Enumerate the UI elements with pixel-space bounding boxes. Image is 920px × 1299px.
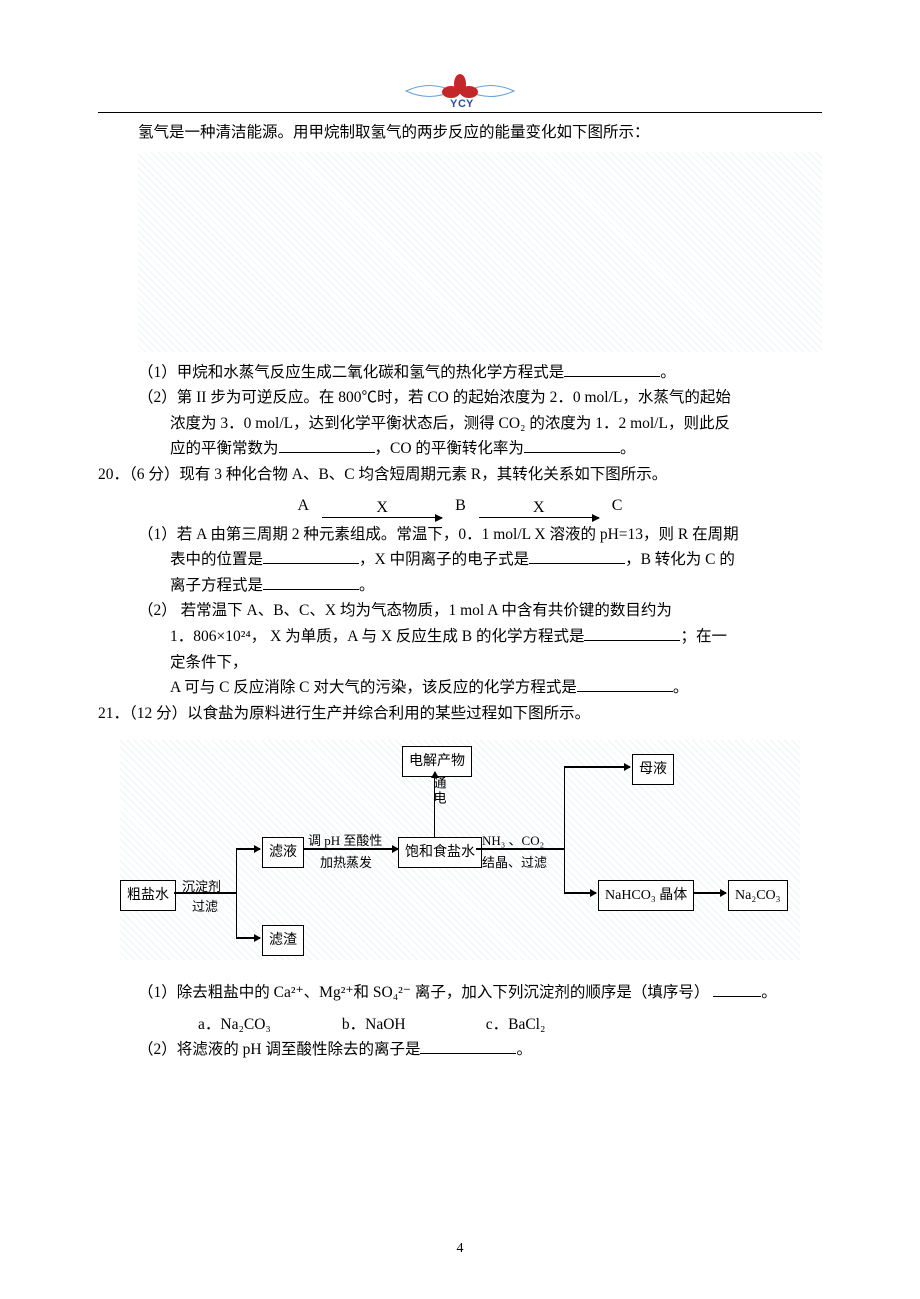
q1-2c-pre: 应的平衡常数为 (170, 440, 279, 457)
arrow-split-vert (236, 848, 237, 938)
arrow-vert-split (564, 766, 565, 894)
period: 。 (761, 984, 777, 1001)
node-b: B (447, 493, 474, 519)
arrow-brine-electro (434, 772, 435, 837)
svg-text:Y: Y (466, 98, 474, 110)
arrow-line (479, 517, 599, 518)
q20-1c-pre: 离子方程式是 (170, 577, 263, 594)
label-precip: 沉淀剂 (182, 876, 221, 897)
opt-c: c．BaCl₂ (486, 1012, 626, 1038)
box-na2co3: Na₂CO₃ (728, 880, 788, 911)
period: 。 (516, 1041, 532, 1058)
page-content: 氢气是一种清洁能源。用甲烷制取氢气的两步反应的能量变化如下图所示： （1）甲烷和… (98, 120, 822, 1063)
q20-2b-end: ；在一 (680, 628, 727, 645)
node-a: A (290, 493, 318, 519)
label-heat: 加热蒸发 (320, 852, 372, 873)
period: 。 (620, 440, 636, 457)
q21-1: （1）除去粗盐中的 Ca²⁺、Mg²⁺和 SO₄²⁻ 离子，加入下列沉淀剂的顺序… (98, 980, 822, 1006)
intro-line: 氢气是一种清洁能源。用甲烷制取氢气的两步反应的能量变化如下图所示： (98, 120, 822, 146)
arrow-to-filtrate (236, 848, 260, 849)
opt-a: a．Na₂CO₃ (198, 1012, 338, 1038)
arrow-to-nahco3 (564, 892, 596, 893)
period: 。 (660, 364, 676, 381)
blank (584, 626, 680, 642)
q20-1b-mid: ，X 中阴离子的电子式是 (359, 551, 529, 568)
page-number: 4 (0, 1241, 920, 1257)
q1-part1: （1）甲烷和水蒸气反应生成二氧化碳和氢气的热化学方程式是 。 (98, 360, 822, 386)
arrow-line (322, 517, 442, 518)
label-cryst: 结晶、过滤 (482, 852, 547, 873)
q20-2b-pre: 1．806×10²⁴， X 为单质，A 与 X 反应生成 B 的化学方程式是 (170, 628, 584, 645)
q1-2c-mid: ，CO 的平衡转化率为 (375, 440, 524, 457)
period: 。 (673, 679, 689, 696)
arrow-to-residue (236, 937, 260, 938)
energy-diagram-placeholder (138, 152, 822, 352)
arrow-filtrate-brine (304, 848, 398, 849)
blank (524, 438, 620, 454)
box-crude: 粗盐水 (120, 880, 176, 911)
blank (263, 574, 359, 590)
box-filtrate: 滤液 (262, 837, 304, 868)
period: 。 (359, 577, 375, 594)
q1-2a: （2）第 II 步为可逆反应。在 800℃时，若 CO 的起始浓度为 2．0 m… (98, 385, 822, 411)
blank (279, 438, 375, 454)
opt-b: b．NaOH (342, 1012, 482, 1038)
blank (713, 982, 761, 998)
svg-text:C: C (458, 98, 466, 110)
label-filter: 过滤 (192, 896, 218, 917)
q20-2b: 1．806×10²⁴， X 为单质，A 与 X 反应生成 B 的化学方程式是 ；在… (98, 624, 822, 650)
blank (577, 677, 673, 693)
box-brine: 饱和食盐水 (398, 837, 482, 868)
q20-1b-pre: 表中的位置是 (170, 551, 263, 568)
blank (263, 549, 359, 565)
q20-2d-pre: A 可与 C 反应消除 C 对大气的污染，该反应的化学方程式是 (170, 679, 577, 696)
q21-1-pre: （1）除去粗盐中的 Ca²⁺、Mg²⁺和 SO₄²⁻ 离子，加入下列沉淀剂的顺序… (138, 984, 709, 1001)
arrow-brine-right (476, 848, 564, 849)
arrow-to-mother (564, 766, 630, 767)
q20-head: 20．（6 分）现有 3 种化合物 A、B、C 均含短周期元素 R，其转化关系如… (98, 462, 822, 488)
q1-2b: 浓度为 3．0 mol/L，达到化学平衡状态后，测得 CO₂ 的浓度为 1．2 … (98, 411, 822, 437)
q21-2: （2）将滤液的 pH 调至酸性除去的离子是 。 (98, 1037, 822, 1063)
q21-2-pre: （2）将滤液的 pH 调至酸性除去的离子是 (138, 1041, 420, 1058)
box-residue: 滤渣 (262, 925, 304, 956)
arrow-crude-right (174, 892, 236, 893)
label-tongdian: 通电 (428, 776, 449, 806)
q21-head: 21．（12 分）以食盐为原料进行生产并综合利用的某些过程如下图所示。 (98, 701, 822, 727)
header-rule (98, 112, 822, 113)
q20-1c: 离子方程式是 。 (98, 573, 822, 599)
node-c: C (604, 493, 631, 519)
salt-flowchart: 电解产物 滤液 饱和食盐水 母液 粗盐水 滤渣 NaHCO₃ 晶体 Na₂CO₃… (120, 740, 800, 960)
svg-text:Y: Y (450, 98, 458, 110)
q20-2a: （2） 若常温下 A、B、C、X 均为气态物质，1 mol A 中含有共价键的数… (98, 598, 822, 624)
q20-2d: A 可与 C 反应消除 C 对大气的污染，该反应的化学方程式是 。 (98, 675, 822, 701)
box-nahco3: NaHCO₃ 晶体 (598, 880, 694, 911)
q20-1b: 表中的位置是 ，X 中阴离子的电子式是 ，B 转化为 C 的 (98, 547, 822, 573)
blank (420, 1039, 516, 1055)
q1-2c: 应的平衡常数为 ，CO 的平衡转化率为 。 (98, 436, 822, 462)
box-mother: 母液 (632, 754, 674, 785)
arrow-nahco3-na2co3 (694, 892, 726, 893)
reagent-options: a．Na₂CO₃ b．NaOH c．BaCl₂ (98, 1012, 822, 1038)
flowchart-holder: 电解产物 滤液 饱和食盐水 母液 粗盐水 滤渣 NaHCO₃ 晶体 Na₂CO₃… (98, 740, 822, 960)
ycy-logo: Y C Y (400, 70, 520, 112)
logo-wrap: Y C Y (0, 70, 920, 112)
blank (529, 549, 625, 565)
q20-1b-end: ，B 转化为 C 的 (625, 551, 735, 568)
blank (564, 361, 660, 377)
q20-2c: 定条件下， (98, 650, 822, 676)
q20-1a: （1）若 A 由第三周期 2 种元素组成。常温下，0．1 mol/L X 溶液的… (98, 522, 822, 548)
abc-arrow-diagram: A X B X C (98, 493, 822, 519)
q1-1-text: （1）甲烷和水蒸气反应生成二氧化碳和氢气的热化学方程式是 (138, 364, 564, 381)
